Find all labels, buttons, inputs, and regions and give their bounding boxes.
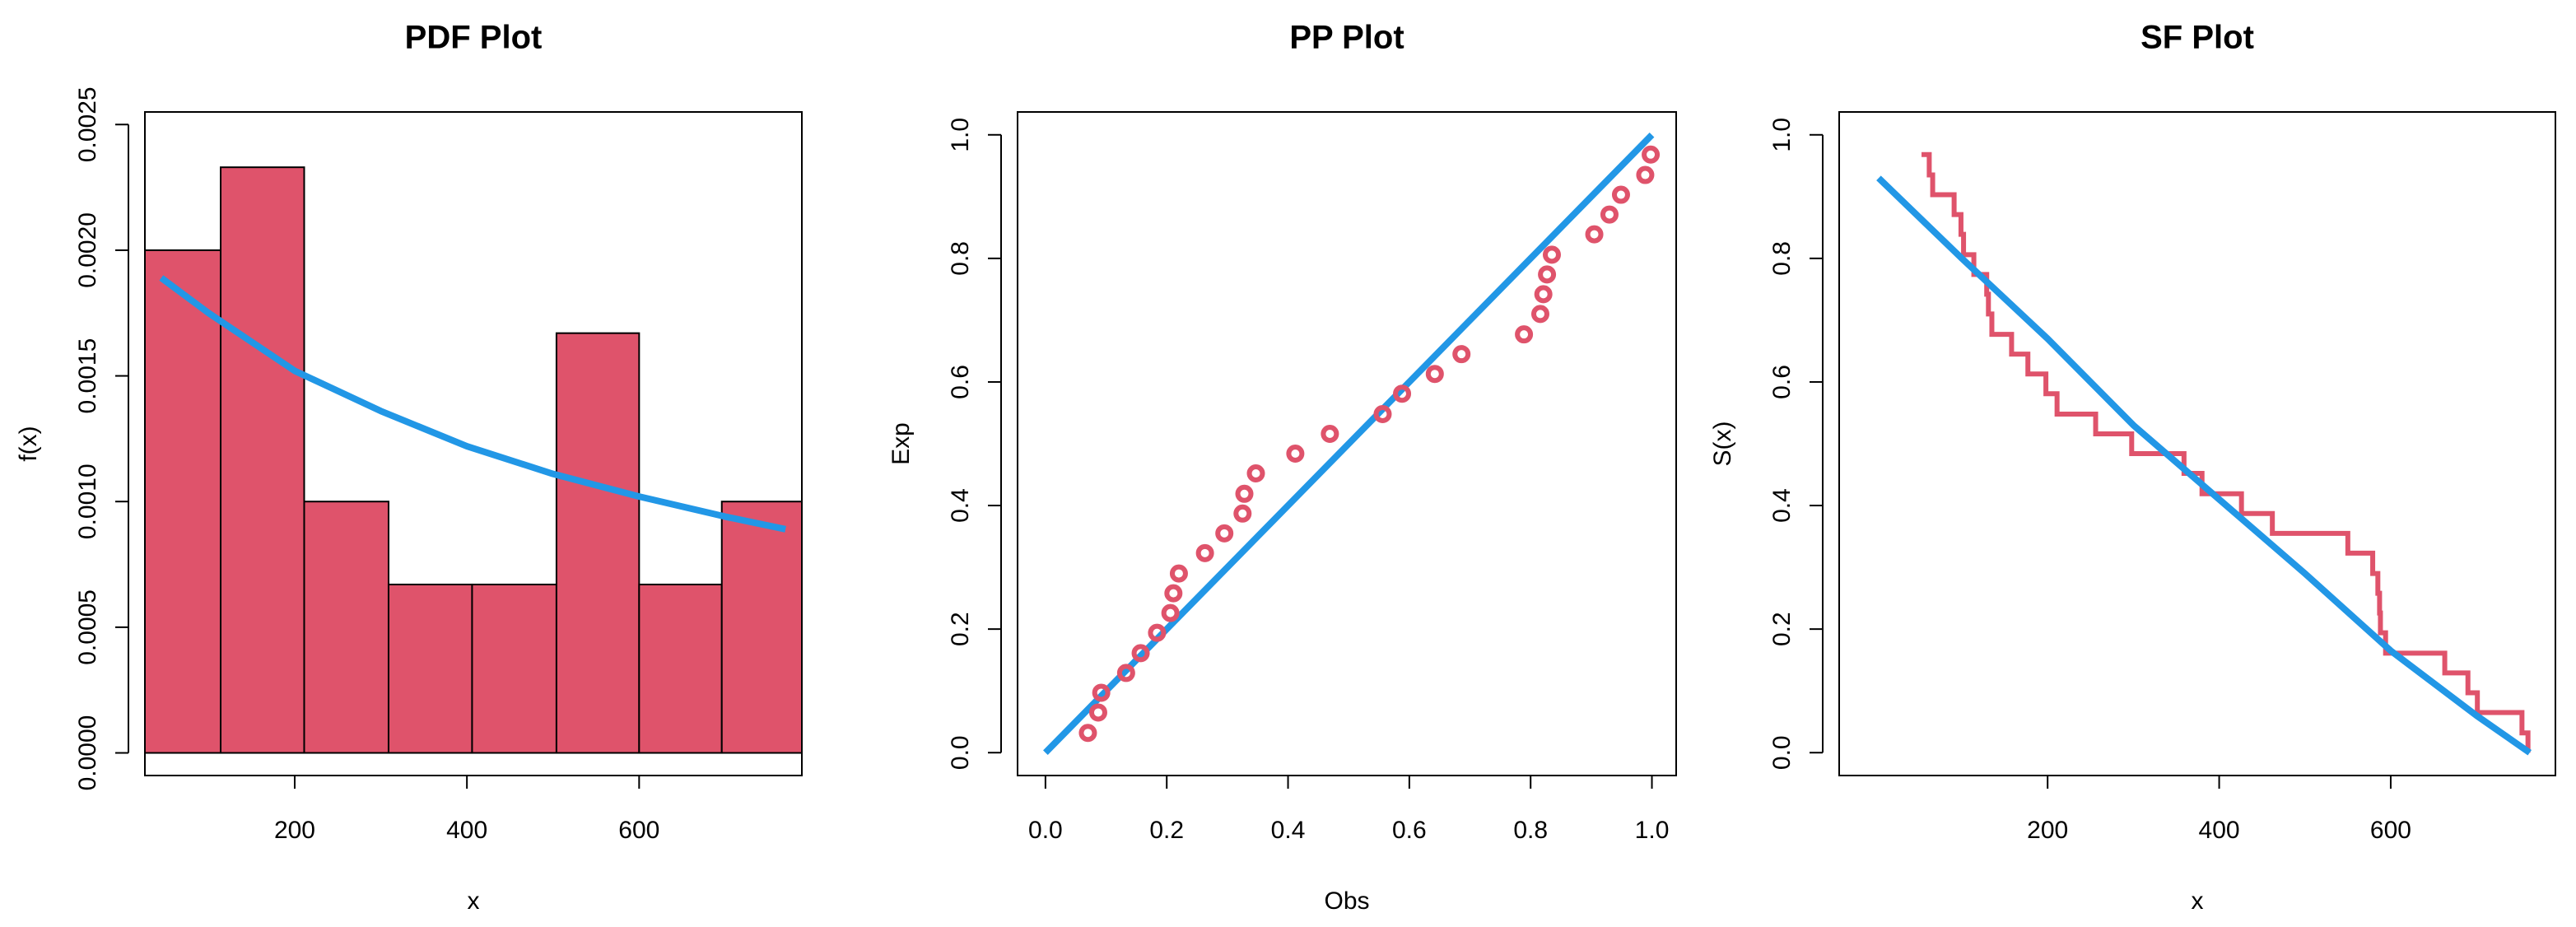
point (1600, 205, 1619, 224)
x-tick-label: 0.0 (1028, 817, 1063, 844)
panel: PP Plot Obs Exp 0.0 0.2 0.4 0.6 0.8 1.0 0.0 0.2 0.4… (887, 20, 1677, 915)
y-tick-label: 0.0025 (74, 86, 101, 162)
point (1425, 365, 1444, 384)
plot-frame (144, 111, 803, 776)
y-tick-label: 0.6 (1768, 365, 1796, 399)
bar (555, 332, 641, 754)
bar (144, 249, 222, 754)
y-tick-label: 0.0010 (74, 464, 101, 539)
y-tick-label: 1.0 (1768, 118, 1796, 152)
x-tick-label: 0.4 (1271, 817, 1306, 844)
y-tick-label: 0.2 (947, 612, 974, 646)
y-tick-label: 0.0000 (74, 715, 101, 791)
y-tick-label: 0.8 (1768, 241, 1796, 276)
point (1373, 404, 1392, 423)
point (1585, 225, 1604, 244)
y-tick-label: 0.2 (1768, 612, 1796, 646)
bar (303, 501, 389, 754)
y-axis-label: S(x) (1709, 422, 1736, 467)
point (1530, 305, 1549, 324)
fitted-curve (1876, 175, 2532, 756)
point (1078, 724, 1097, 743)
y-tick-label: 0.4 (1768, 488, 1796, 523)
point (1642, 145, 1661, 164)
point (1195, 543, 1214, 562)
x-tick-label: 0.6 (1392, 817, 1427, 844)
bar (387, 583, 473, 754)
point (1246, 464, 1265, 483)
y-tick-label: 0.0020 (74, 212, 101, 288)
point (1515, 325, 1534, 344)
point (1088, 703, 1107, 722)
point (1611, 185, 1630, 204)
x-tick-label: 0.8 (1513, 817, 1548, 844)
y-tick-label: 0.0005 (74, 589, 101, 665)
point (1393, 384, 1412, 403)
x-axis-label: x (468, 887, 480, 915)
bar (638, 583, 723, 754)
point (1452, 345, 1471, 364)
y-tick-label: 0.4 (947, 488, 974, 523)
y-axis-label: Exp (887, 422, 915, 465)
point (1169, 564, 1188, 583)
x-axis-label: Obs (1324, 887, 1369, 915)
bar (220, 166, 305, 754)
point (1148, 623, 1167, 642)
y-axis-label: f(x) (15, 426, 42, 461)
panel: PDF Plot x f(x) 200 400 600 0.0000 0.0005 0.0010… (15, 20, 803, 915)
panel-title: PP Plot (1289, 20, 1404, 56)
survival-step (1922, 151, 2531, 753)
y-tick-label: 1.0 (947, 118, 974, 152)
y-tick-label: 0.6 (947, 365, 974, 399)
panel-title: PDF Plot (405, 20, 543, 56)
point (1116, 664, 1135, 682)
y-tick-label: 0.0015 (74, 338, 101, 414)
y-tick-label: 0.0 (947, 735, 974, 770)
point (1233, 504, 1252, 523)
point (1215, 524, 1234, 543)
plot-frame (1017, 111, 1677, 776)
point (1161, 603, 1180, 622)
x-tick-label: 400 (446, 817, 487, 844)
bar (720, 501, 803, 754)
y-tick-label: 0.8 (947, 241, 974, 276)
x-tick-label: 0.2 (1149, 817, 1184, 844)
point (1636, 165, 1655, 184)
fitted-curve (159, 275, 786, 533)
plot-frame (1838, 111, 2556, 776)
y-tick-label: 0.0 (1768, 735, 1796, 770)
point (1092, 683, 1111, 702)
x-tick-label: 1.0 (1635, 817, 1670, 844)
point (1542, 245, 1561, 264)
point (1286, 445, 1305, 464)
panel-title: SF Plot (2140, 20, 2254, 56)
bar (471, 583, 557, 754)
point (1164, 584, 1183, 603)
point (1534, 285, 1553, 304)
point (1131, 644, 1150, 663)
point (1321, 424, 1339, 443)
x-tick-label: 200 (274, 817, 315, 844)
x-tick-label: 600 (2370, 817, 2411, 844)
point (1235, 484, 1254, 503)
x-tick-label: 200 (2027, 817, 2068, 844)
point (1538, 265, 1557, 284)
x-tick-label: 600 (618, 817, 659, 844)
x-tick-label: 400 (2199, 817, 2240, 844)
panel: SF Plot x S(x) 200 400 600 0.0 0.2 0.4 0.6 0.8 1.0 (1709, 20, 2556, 915)
x-axis-label: x (2192, 887, 2204, 915)
